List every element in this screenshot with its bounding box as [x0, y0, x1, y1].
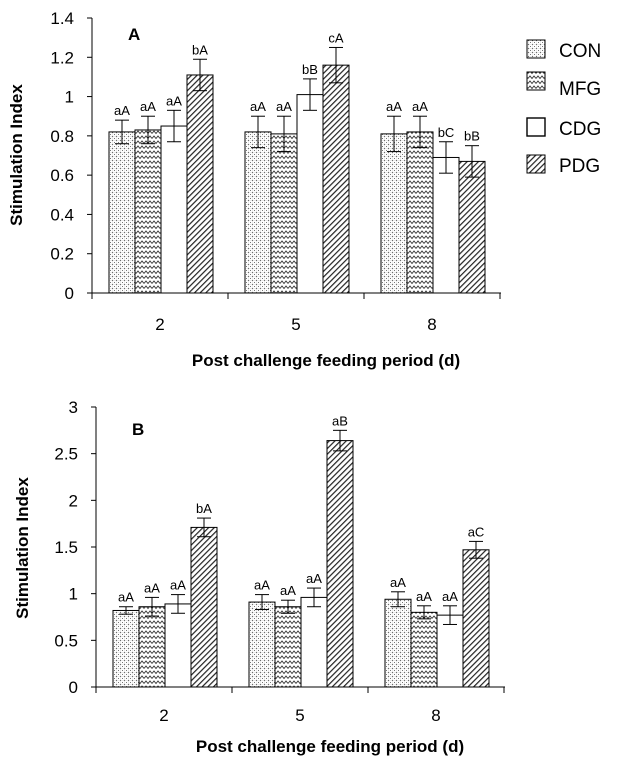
bar-pdg-day-8: [458, 160, 486, 294]
significance-label: bC: [438, 125, 455, 140]
y-tick-label: 0.5: [54, 631, 78, 650]
bar-con-day-8: [380, 133, 408, 294]
significance-label: aC: [468, 524, 485, 539]
bar-mfg-day-8: [406, 131, 434, 294]
bar-cdg-day-5: [296, 94, 324, 294]
bar-cdg-day-8: [436, 614, 464, 688]
significance-label: aA: [386, 99, 402, 114]
significance-label: aA: [412, 99, 428, 114]
significance-label: aA: [416, 589, 432, 604]
y-axis-title: Stimulation Index: [13, 477, 32, 619]
y-tick-label: 1: [65, 88, 74, 107]
x-axis-title: Post challenge feeding period (d): [192, 351, 460, 370]
panel-label: B: [132, 420, 144, 439]
bar-cdg-day-8: [432, 156, 460, 294]
significance-label: bB: [302, 62, 318, 77]
legend-label-pdg: PDG: [559, 156, 600, 177]
significance-label: aA: [166, 93, 182, 108]
bar-mfg-day-5: [270, 133, 298, 294]
bar-pdg-day-5: [322, 64, 350, 294]
legend-swatch-cdg: [526, 117, 546, 137]
y-tick-label: 0: [69, 678, 78, 697]
bar-pdg-day-8: [462, 549, 490, 688]
significance-label: aA: [280, 583, 296, 598]
x-tick-label: 2: [155, 315, 164, 334]
significance-label: aA: [276, 99, 292, 114]
panel-b: B Stimulation Index Post challenge feedi…: [13, 398, 505, 756]
significance-label: aA: [390, 575, 406, 590]
significance-label: aA: [442, 589, 458, 604]
legend-item-mfg: MFG: [526, 71, 601, 100]
y-tick-label: 0.8: [50, 127, 74, 146]
significance-label: aB: [332, 413, 348, 428]
legend-swatch-pdg: [526, 154, 546, 174]
bar-con-day-5: [248, 601, 276, 688]
x-tick-label: 5: [295, 706, 304, 725]
legend-label-cdg: CDG: [559, 119, 601, 140]
bar-mfg-day-2: [138, 606, 166, 688]
y-tick-label: 2: [69, 491, 78, 510]
bar-cdg-day-5: [300, 596, 328, 688]
bar-con-day-2: [108, 131, 136, 294]
panel-label: A: [128, 25, 140, 44]
bar-pdg-day-2: [190, 526, 218, 688]
legend-swatch-mfg: [526, 71, 546, 91]
x-axis-title: Post challenge feeding period (d): [196, 737, 464, 756]
y-tick-label: 1.2: [50, 48, 74, 67]
x-tick-label: 8: [427, 315, 436, 334]
significance-label: aA: [144, 580, 160, 595]
significance-label: aA: [118, 590, 134, 605]
legend-label-con: CON: [559, 41, 601, 62]
x-tick-label: 2: [159, 706, 168, 725]
bar-pdg-day-2: [186, 74, 214, 294]
y-axis-title: Stimulation Index: [7, 84, 26, 226]
bar-mfg-day-2: [134, 129, 162, 294]
y-tick-label: 1.5: [54, 538, 78, 557]
significance-label: bA: [192, 42, 208, 57]
panel-a: A Stimulation Index Post challenge feedi…: [7, 9, 501, 370]
significance-label: bB: [464, 129, 480, 144]
legend-item-pdg: PDG: [526, 154, 600, 177]
legend: CON MFG CDG PDG: [526, 39, 601, 177]
y-tick-label: 1: [69, 585, 78, 604]
bar-cdg-day-2: [160, 125, 188, 294]
bar-mfg-day-8: [410, 611, 438, 688]
significance-label: cA: [328, 30, 344, 45]
bar-con-day-5: [244, 131, 272, 294]
bar-con-day-8: [384, 598, 412, 688]
y-tick-label: 3: [69, 398, 78, 417]
legend-label-mfg: MFG: [559, 79, 601, 100]
y-tick-label: 0.4: [50, 205, 74, 224]
bar-pdg-day-5: [326, 440, 354, 688]
legend-item-con: CON: [526, 39, 601, 62]
bar-con-day-2: [112, 609, 140, 688]
y-tick-label: 0: [65, 284, 74, 303]
legend-swatch-con: [526, 39, 546, 59]
legend-item-cdg: CDG: [526, 117, 601, 140]
significance-label: aA: [114, 103, 130, 118]
significance-label: aA: [250, 99, 266, 114]
significance-label: bA: [196, 501, 212, 516]
significance-label: aA: [140, 99, 156, 114]
significance-label: aA: [254, 578, 270, 593]
x-tick-label: 8: [431, 706, 440, 725]
y-tick-label: 1.4: [50, 9, 74, 28]
significance-label: aA: [170, 578, 186, 593]
significance-label: aA: [306, 571, 322, 586]
y-tick-label: 2.5: [54, 445, 78, 464]
y-tick-label: 0.6: [50, 166, 74, 185]
y-tick-label: 0.2: [50, 245, 74, 264]
bar-mfg-day-5: [274, 606, 302, 688]
x-tick-label: 5: [291, 315, 300, 334]
bar-cdg-day-2: [164, 603, 192, 688]
